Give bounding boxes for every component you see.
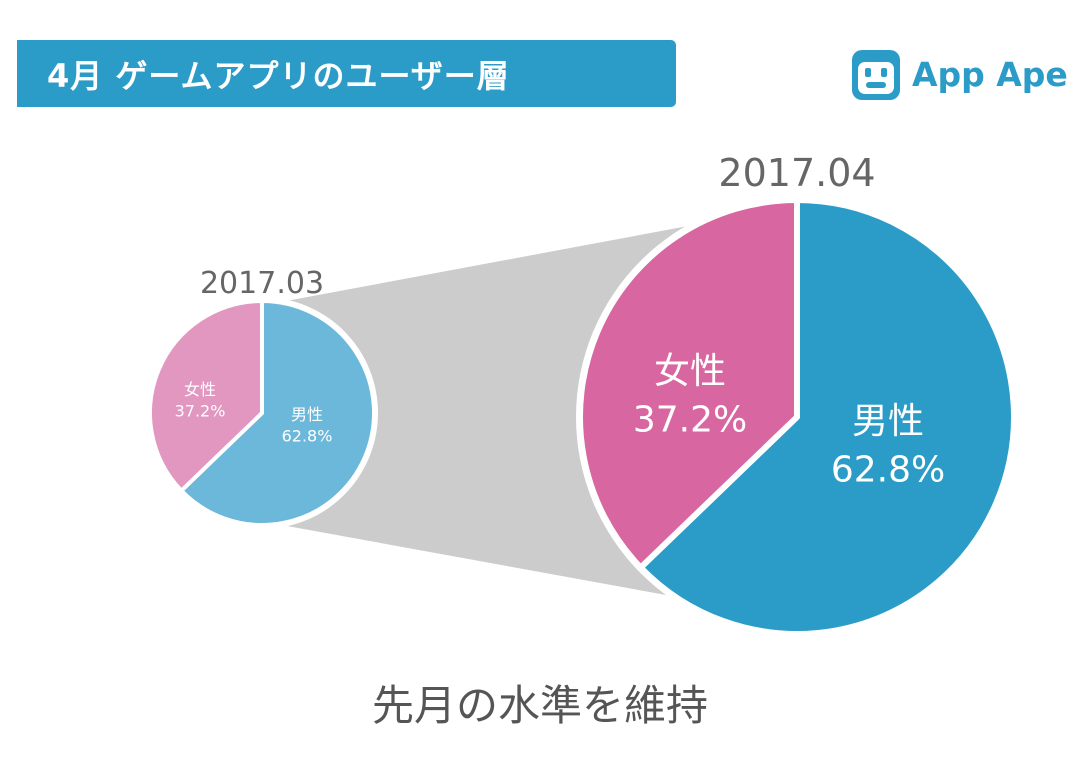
april-slice-value-1: 37.2% <box>633 399 747 440</box>
title-banner: 4月 ゲームアプリのユーザー層 <box>17 40 676 107</box>
april-slice-label-1: 女性 <box>654 351 726 392</box>
march-slice-1 <box>148 299 264 493</box>
april-slice-0 <box>637 197 1017 637</box>
april-slice-label-0: 男性 <box>852 401 924 442</box>
app-ape-logo-icon <box>852 50 900 100</box>
april-slice-value-0: 62.8% <box>831 449 945 490</box>
april-slice-1 <box>577 197 800 571</box>
march-slice-value-0: 62.8% <box>282 426 333 445</box>
march-date-label: 2017.03 <box>200 266 324 301</box>
march-slice-label-1: 女性 <box>184 380 216 399</box>
march-slice-label-0: 男性 <box>291 405 323 424</box>
zoom-connector <box>275 223 700 598</box>
footer-caption: 先月の水準を維持 <box>371 681 708 730</box>
april-date-label: 2017.04 <box>718 151 875 195</box>
brand-logo: App Ape <box>848 44 1068 104</box>
march-slice-0 <box>179 299 376 527</box>
brand-name: App Ape <box>912 54 1068 94</box>
march-slice-value-1: 37.2% <box>175 401 226 420</box>
page-title: 4月 ゲームアプリのユーザー層 <box>47 56 510 95</box>
